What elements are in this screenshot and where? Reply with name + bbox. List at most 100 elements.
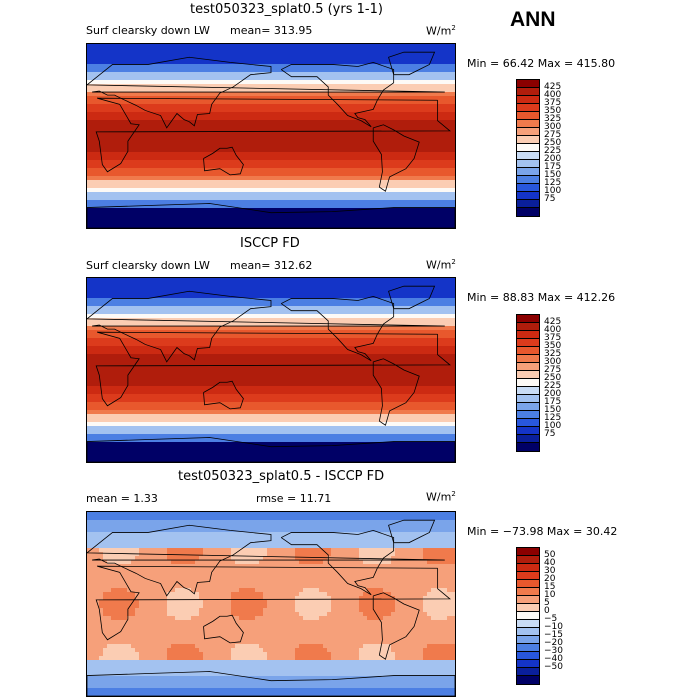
map-cell <box>395 184 399 188</box>
map-cell <box>139 96 143 100</box>
map-cell <box>399 104 403 108</box>
map-cell <box>299 92 303 96</box>
map-cell <box>251 156 255 160</box>
map-cell <box>371 196 375 200</box>
map-cell <box>183 52 187 56</box>
map-cell <box>303 282 307 286</box>
map-cell <box>239 164 243 168</box>
map-cell <box>319 302 323 306</box>
map-cell <box>139 124 143 128</box>
map-cell <box>307 44 311 48</box>
map-cell <box>227 184 231 188</box>
map-cell <box>251 60 255 64</box>
map-cell <box>87 200 91 204</box>
map-cell <box>295 80 299 84</box>
map-cell <box>103 120 107 124</box>
map-cell <box>371 298 375 302</box>
map-cell <box>319 200 323 204</box>
colorbar-swatch <box>517 168 539 176</box>
map-cell <box>299 152 303 156</box>
map-cell <box>95 192 99 196</box>
map-cell <box>275 44 279 48</box>
map-cell <box>299 132 303 136</box>
map-cell <box>423 100 427 104</box>
map-cell <box>131 100 135 104</box>
map-cell <box>307 302 311 306</box>
map-cell <box>135 60 139 64</box>
map-cell <box>103 282 107 286</box>
map-cell <box>399 120 403 124</box>
map-cell <box>187 188 191 192</box>
map-cell <box>179 278 183 282</box>
map-cell <box>179 160 183 164</box>
map-cell <box>299 220 303 224</box>
map-cell <box>363 72 367 76</box>
map-cell <box>327 128 331 132</box>
map-cell <box>135 100 139 104</box>
map-cell <box>311 286 315 290</box>
map-cell <box>287 112 291 116</box>
map-cell <box>195 224 199 228</box>
map-cell <box>219 152 223 156</box>
map-cell <box>347 108 351 112</box>
map-cell <box>255 152 259 156</box>
map-cell <box>427 212 431 216</box>
map-cell <box>195 108 199 112</box>
map-cell <box>303 298 307 302</box>
map-cell <box>131 68 135 72</box>
map-cell <box>403 184 407 188</box>
map-cell <box>227 196 231 200</box>
map-cell <box>247 216 251 220</box>
map-cell <box>255 298 259 302</box>
map-cell <box>199 220 203 224</box>
map-cell <box>87 192 91 196</box>
map-cell <box>295 76 299 80</box>
map-cell <box>243 286 247 290</box>
map-cell <box>395 100 399 104</box>
map-cell <box>423 224 427 228</box>
map-cell <box>339 196 343 200</box>
map-cell <box>123 164 127 168</box>
map-cell <box>367 278 371 282</box>
map-cell <box>351 156 355 160</box>
map-cell <box>219 224 223 228</box>
map-cell <box>339 176 343 180</box>
map-cell <box>291 298 295 302</box>
map-cell <box>451 136 455 140</box>
map-cell <box>207 64 211 68</box>
map-cell <box>227 92 231 96</box>
map-cell <box>335 286 339 290</box>
map-cell <box>335 100 339 104</box>
map-cell <box>411 220 415 224</box>
map-cell <box>355 136 359 140</box>
map-cell <box>95 120 99 124</box>
map-cell <box>143 286 147 290</box>
map-cell <box>391 68 395 72</box>
map-cell <box>139 88 143 92</box>
map-cell <box>439 290 443 294</box>
map-cell <box>247 60 251 64</box>
map-cell <box>243 294 247 298</box>
map-cell <box>447 44 451 48</box>
map-cell <box>259 160 263 164</box>
coastline <box>372 124 420 192</box>
map-cell <box>275 212 279 216</box>
map-cell <box>439 282 443 286</box>
map-cell <box>371 92 375 96</box>
map-cell <box>223 302 227 306</box>
map-cell <box>395 104 399 108</box>
map-cell <box>167 208 171 212</box>
map-cell <box>275 72 279 76</box>
map-cell <box>91 144 95 148</box>
map-cell <box>215 188 219 192</box>
map-cell <box>435 282 439 286</box>
map-cell <box>199 286 203 290</box>
map-cell <box>443 80 447 84</box>
map-cell <box>267 164 271 168</box>
map-cell <box>371 44 375 48</box>
map-cell <box>347 72 351 76</box>
map-cell <box>303 192 307 196</box>
map-cell <box>111 84 115 88</box>
map-cell <box>211 124 215 128</box>
map-cell <box>123 302 127 306</box>
